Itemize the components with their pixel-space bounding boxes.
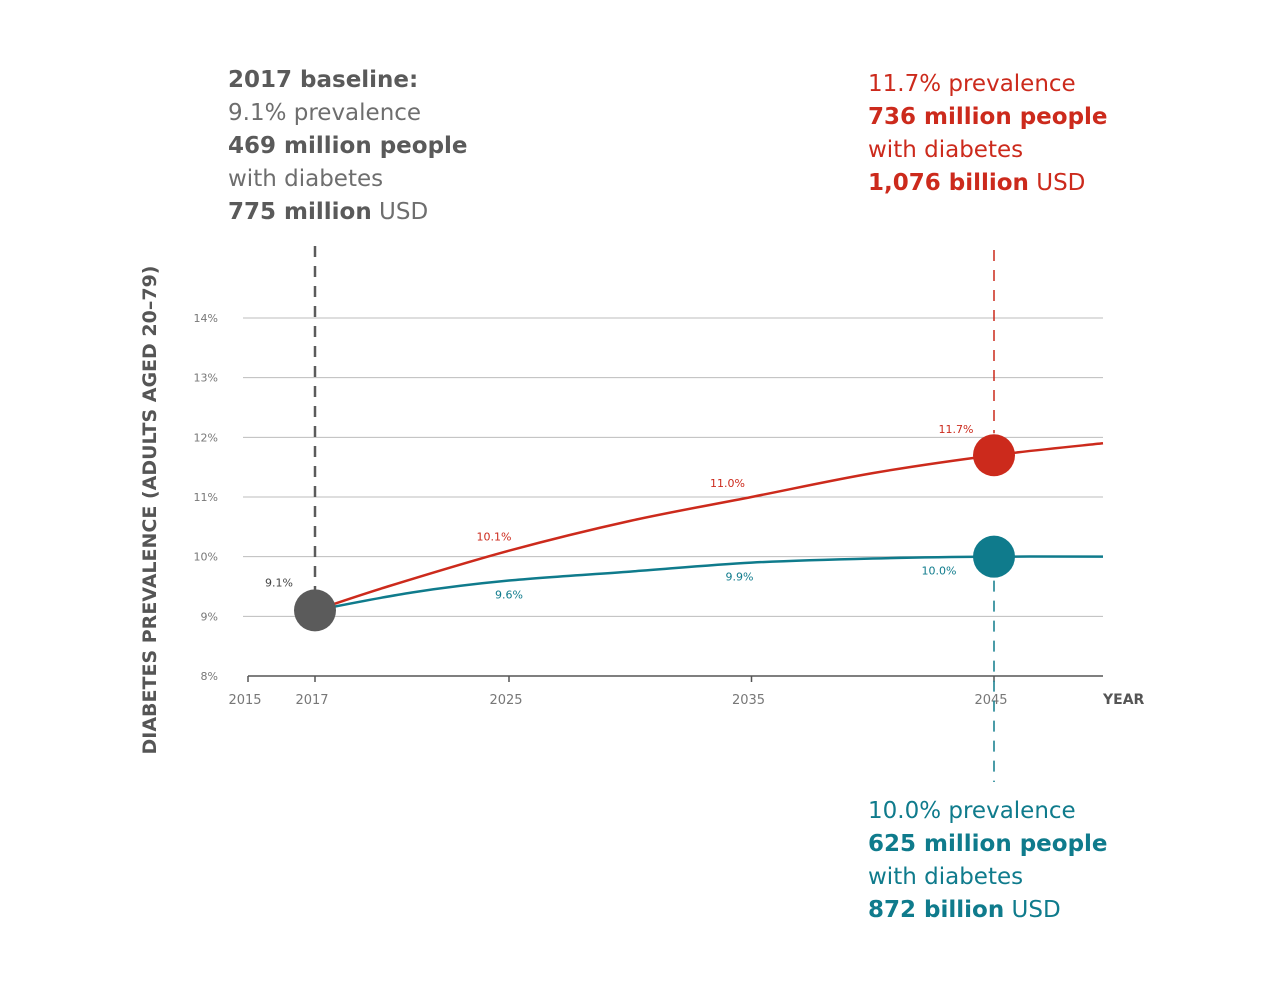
guide-lines [313,246,995,782]
low-scenario-callout: 10.0% prevalence 625 million people with… [868,795,1108,927]
high-with: with diabetes [868,137,1024,163]
x-axis-title: YEAR [1102,692,1145,708]
low-cost-unit: USD [1004,897,1061,923]
high-cost-unit: USD [1028,170,1086,196]
baseline-cost-value: 775 million [228,199,372,225]
low-people: 625 million people [868,831,1108,857]
high-data-label: 11.0% [710,477,745,490]
low-endpoint-marker [973,535,1015,578]
low-data-label: 9.6% [495,589,523,602]
x-tick-label: 2035 [732,693,765,708]
high-cost-value: 1,076 billion [868,170,1029,196]
markers [294,434,1015,632]
high-scenario-callout: 11.7% prevalence 736 million people with… [868,68,1108,200]
baseline-people: 469 million people [228,133,468,159]
baseline-title: 2017 baseline: [228,67,419,93]
y-tick-label: 14% [194,312,218,325]
low-data-label: 10.0% [922,565,957,578]
baseline-with: with diabetes [228,166,384,192]
tick-labels: 8% 9% 10% 11% 12% 13% 14% 2015 2017 2025 2035 2045 [194,312,1008,708]
low-cost-value: 872 billion [868,897,1005,923]
y-axis-title: DIABETES PREVALENCE (ADULTS AGED 20–79) [139,266,161,755]
high-people: 736 million people [868,104,1108,130]
high-data-label: 10.1% [477,531,512,544]
low-prevalence: 10.0% prevalence [868,798,1076,824]
baseline-prevalence: 9.1% prevalence [228,100,422,126]
high-data-label: 11.7% [939,423,974,436]
y-tick-label: 11% [194,491,218,504]
y-tick-label: 10% [194,551,218,564]
x-tick-label: 2017 [295,693,328,708]
high-prevalence: 11.7% prevalence [868,71,1076,97]
data-labels: 9.1% 10.1% 11.0% 11.7% 9.6% 9.9% 10.0% [265,423,973,601]
y-tick-label: 13% [194,372,218,385]
baseline-callout: 2017 baseline: 9.1% prevalence 469 milli… [228,64,468,229]
low-data-label: 9.9% [726,571,754,584]
high-endpoint-marker [973,434,1015,477]
y-tick-label: 12% [194,431,218,444]
x-tick-label: 2025 [489,693,522,708]
grid-lines [243,317,1103,617]
low-with: with diabetes [868,864,1024,890]
baseline-data-label: 9.1% [265,576,293,589]
x-tick-label: 2045 [974,693,1007,708]
y-tick-label: 8% [201,670,218,683]
x-tick-label: 2015 [228,693,261,708]
baseline-marker [294,589,336,632]
y-tick-label: 9% [201,610,218,623]
baseline-cost-unit: USD [371,199,429,225]
